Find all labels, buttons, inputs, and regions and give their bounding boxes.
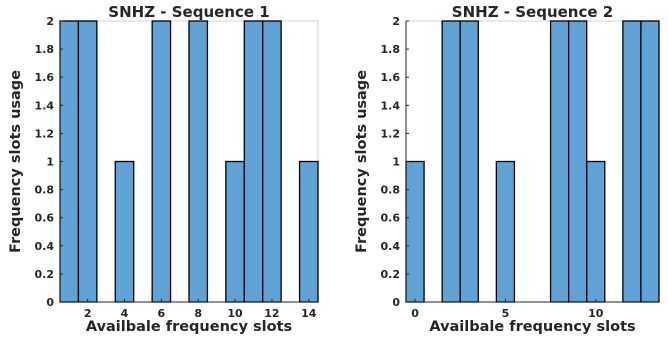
chart-title: SNHZ - Sequence 1	[108, 3, 269, 21]
y-tick-label: 1	[46, 156, 54, 169]
y-tick-label: 0.2	[381, 268, 401, 281]
y-tick-label: 0.2	[35, 268, 55, 281]
bar	[77, 20, 98, 303]
x-tick-label: 4	[121, 307, 129, 320]
bar	[459, 20, 479, 303]
x-tick-label: 5	[502, 307, 510, 320]
bar	[586, 160, 606, 303]
y-tick-label: 0.8	[381, 184, 401, 197]
bar	[262, 20, 282, 303]
bar	[225, 160, 245, 303]
y-tick-label: 0.8	[35, 184, 55, 197]
bar	[567, 20, 588, 303]
bar	[549, 20, 570, 303]
y-tick-label: 1.8	[35, 43, 55, 56]
x-tick-label: 2	[84, 307, 92, 320]
y-tick-label: 0.4	[35, 240, 55, 253]
x-tick-label: 10	[227, 307, 243, 320]
bar	[405, 160, 425, 303]
y-tick-label: 1.6	[35, 71, 55, 84]
y-axis-label: Frequency slots usage	[354, 70, 370, 253]
x-axis-label: Availbale frequency slots	[429, 319, 635, 335]
bar	[622, 20, 642, 303]
y-tick-label: 1.6	[381, 71, 401, 84]
y-tick-label: 2	[392, 15, 400, 28]
bar	[188, 20, 209, 303]
bar	[640, 20, 660, 303]
y-tick-label: 1.8	[381, 43, 401, 56]
y-tick-label: 0	[392, 296, 400, 309]
bar	[243, 20, 264, 303]
y-tick-label: 1.4	[35, 99, 55, 112]
bar	[495, 160, 516, 303]
bar	[298, 160, 319, 303]
bar	[114, 160, 135, 303]
x-axis-label: Availbale frequency slots	[86, 319, 292, 335]
bar	[441, 20, 461, 303]
chart-title: SNHZ - Sequence 2	[452, 3, 613, 21]
y-axis-label: Frequency slots usage	[8, 70, 24, 253]
y-tick-label: 2	[46, 15, 54, 28]
y-tick-label: 1.2	[35, 127, 55, 140]
bar	[151, 20, 172, 303]
y-tick-label: 1	[392, 156, 400, 169]
y-tick-label: 1.2	[381, 127, 401, 140]
y-tick-label: 1.4	[381, 99, 401, 112]
y-tick-label: 0.6	[35, 212, 55, 225]
x-tick-label: 6	[158, 307, 166, 320]
x-tick-label: 12	[264, 307, 279, 320]
x-tick-label: 14	[301, 307, 317, 320]
x-tick-label: 10	[588, 307, 604, 320]
y-tick-label: 0.6	[381, 212, 401, 225]
x-tick-label: 0	[411, 307, 419, 320]
x-tick-label: 8	[194, 307, 202, 320]
y-tick-label: 0	[46, 296, 54, 309]
y-tick-label: 0.4	[381, 240, 401, 253]
